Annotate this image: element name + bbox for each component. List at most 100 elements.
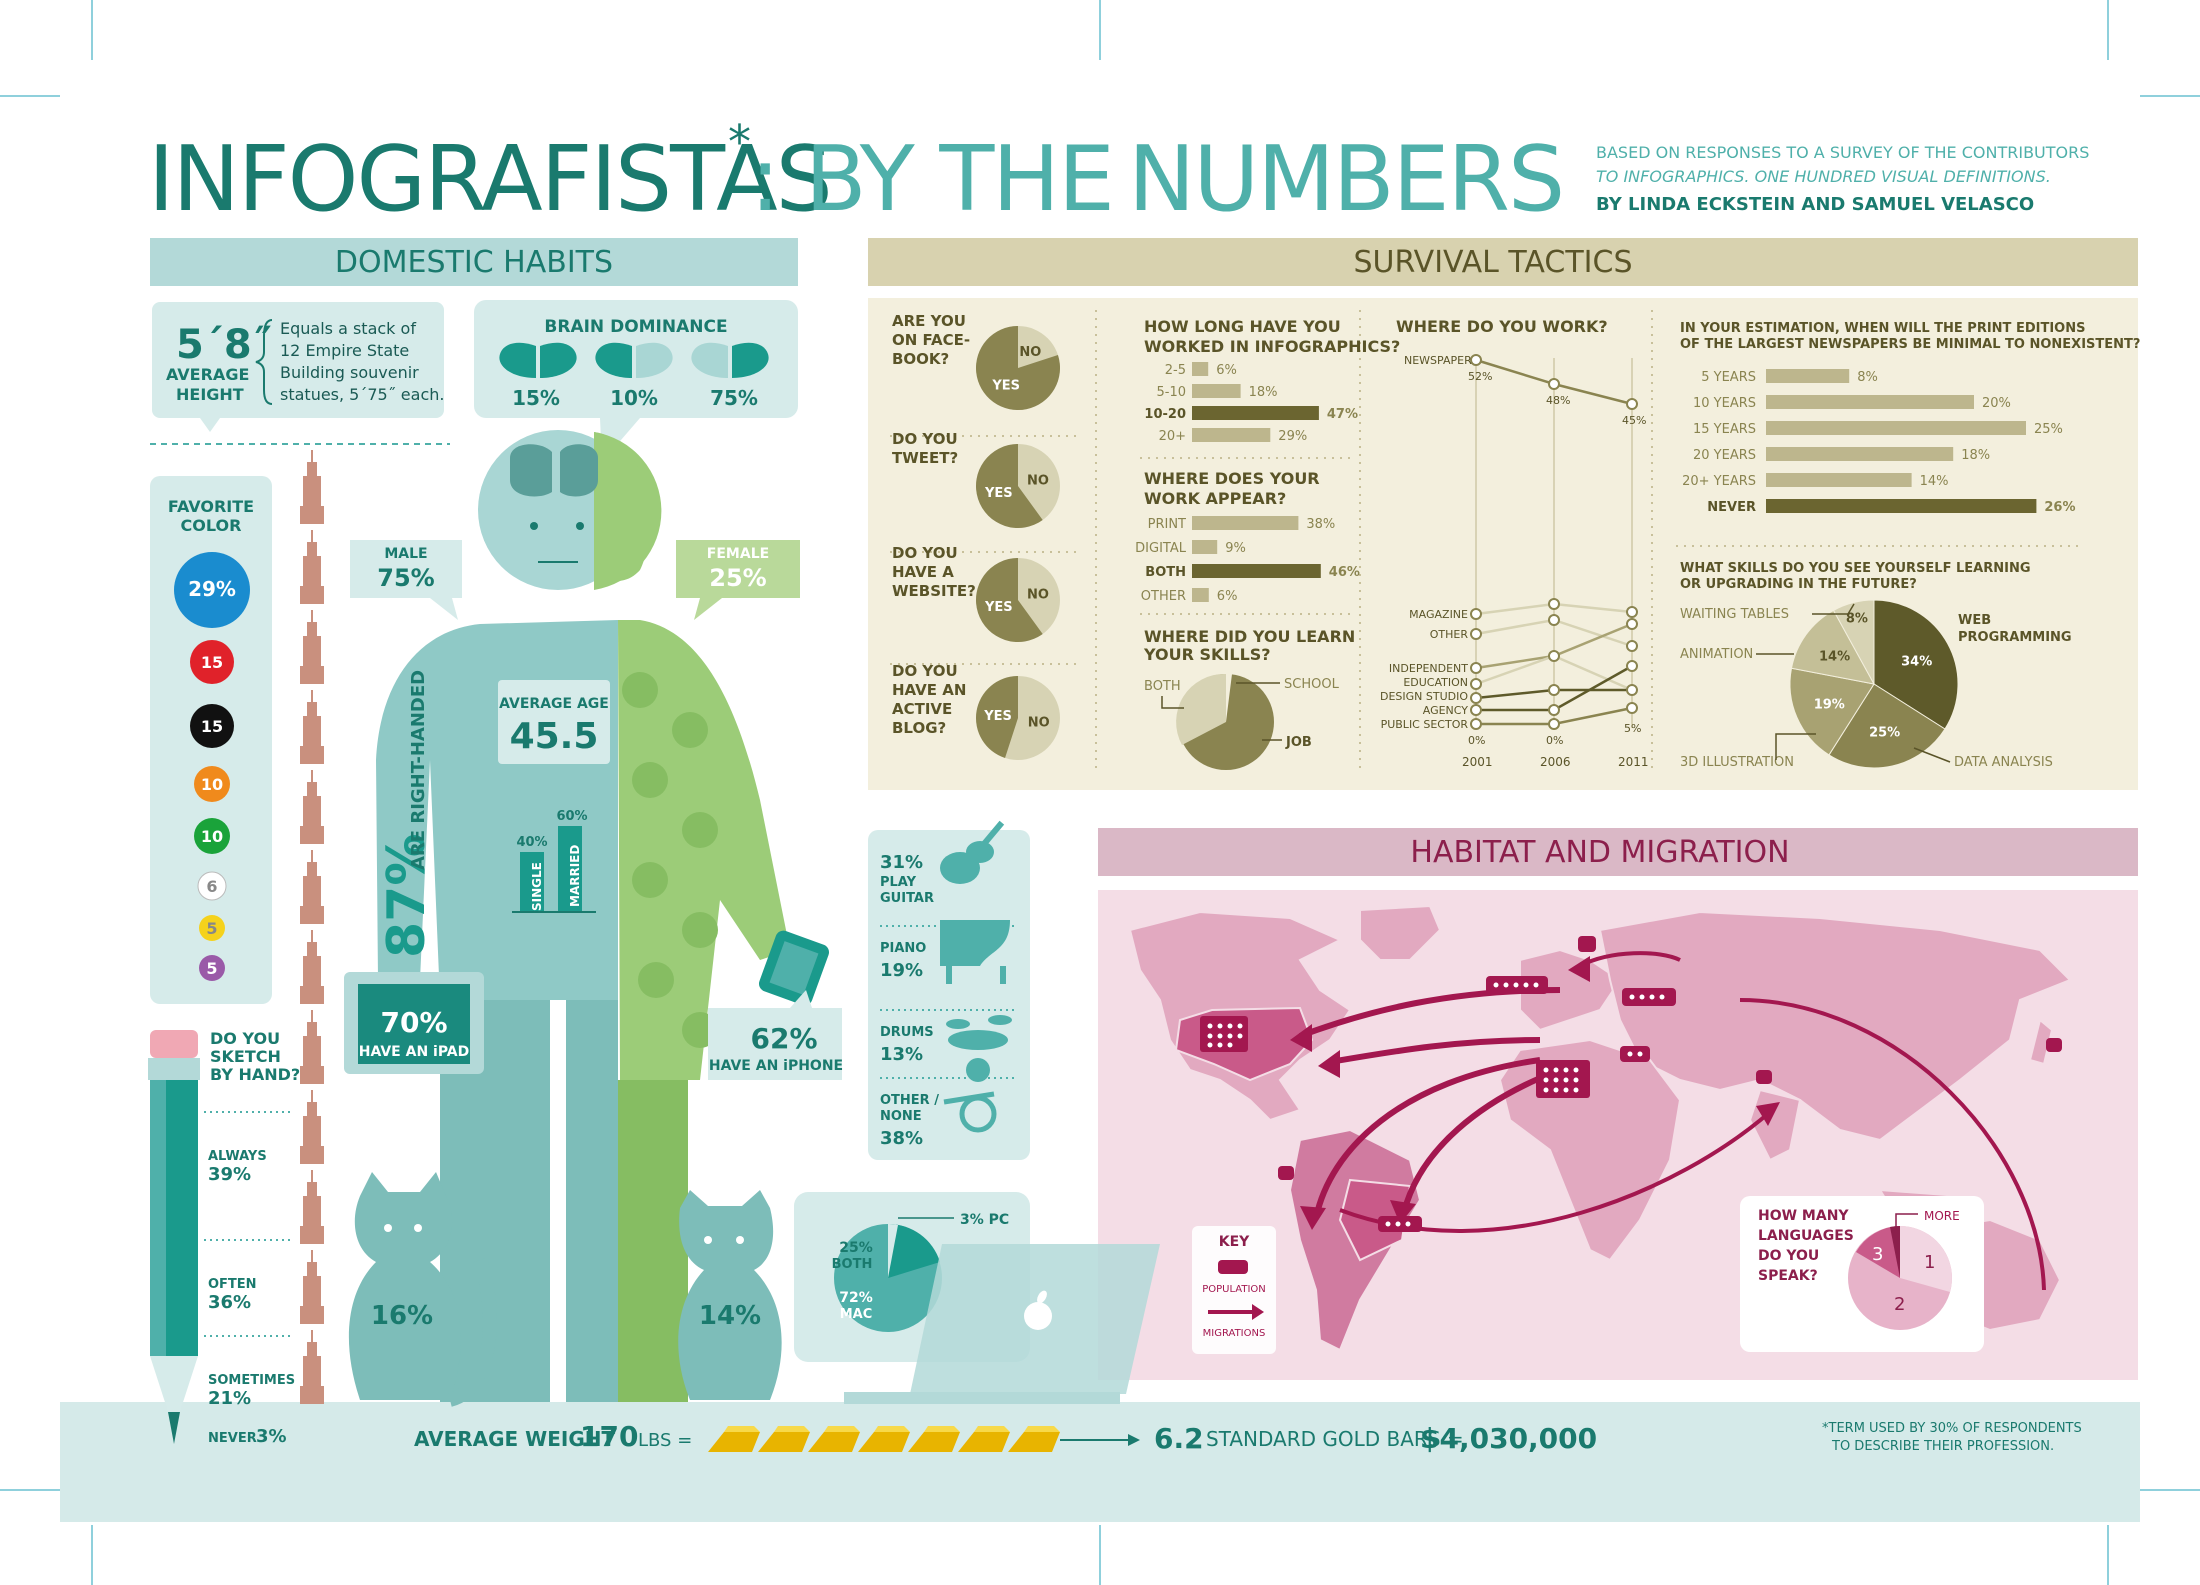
skills-value: 25% [1869,726,1900,741]
height-label-2: HEIGHT [176,385,244,404]
height-label-1: AVERAGE [166,365,249,384]
ipad-label: HAVE AN iPAD [359,1044,470,1060]
brain-value-3: 75% [710,386,758,410]
sketch-label: SOMETIMES [208,1373,295,1388]
color-value: 5 [206,919,217,938]
appear-title-1: WHERE DOES YOUR [1144,469,1320,488]
work-year-2011: 2011 [1618,755,1649,769]
music-label: NONE [880,1109,922,1124]
yesno-question: ACTIVE [892,700,952,718]
work-value-np-2006: 48% [1546,394,1570,407]
yesno-no: NO [1027,474,1049,489]
gold-bar-icon [1008,1426,1060,1452]
music-value: 31% [880,852,923,873]
sketch-value: 36% [208,1292,251,1313]
sketch-value: 39% [208,1164,251,1185]
color-dot [194,818,230,854]
bar [1766,473,1912,487]
fav-title-2: COLOR [181,516,242,535]
yesno-yes: YES [984,600,1013,615]
yesno-pie-yes [976,444,1043,528]
learn-title-1: WHERE DID YOU LEARN [1144,627,1355,646]
sketch-value: 21% [208,1388,251,1409]
languages-q4: SPEAK? [1758,1268,1818,1284]
yesno-question: HAVE A [892,563,954,581]
skills-value: 19% [1814,697,1845,712]
married-label: MARRIED [568,845,582,907]
skills-value: 34% [1901,655,1932,670]
survival-header: SURVIVAL TACTICS [1353,245,1632,280]
yesno-yes: YES [991,378,1020,393]
gold-bar-icon [708,1426,760,1452]
cat-value: 16% [371,1301,433,1331]
bar-value: 14% [1920,474,1949,489]
bar [1766,395,1974,409]
empire-state-icon [300,1330,324,1404]
yesno-question: BLOG? [892,719,946,737]
bar [1192,516,1299,530]
bar-label: 10 YEARS [1693,396,1756,411]
bar-label: 5 YEARS [1701,370,1756,385]
learn-label-both: BOTH [1144,679,1181,694]
brain-value-2: 10% [610,386,658,410]
music-label: GUITAR [880,891,934,906]
work-label-public-sector: PUBLIC SECTOR [1381,718,1469,731]
height-box: 5´8˝ AVERAGE HEIGHT Equals a stack of 12… [152,302,444,432]
habitat-header-bg [1098,828,2138,876]
title-rest: : BY THE [750,127,1113,232]
bar-value: 26% [2044,500,2075,515]
apple-icon [1024,1290,1052,1330]
population-markers [1200,936,2062,1232]
sketch-q1: DO YOU [210,1029,280,1048]
empire-state-icon [300,610,324,684]
key-migrations: MIGRATIONS [1203,1328,1266,1339]
skills-label-web-2: PROGRAMMING [1958,630,2072,645]
yesno-yes: YES [983,709,1012,724]
empire-state-icon [300,1010,324,1084]
color-dot [194,766,230,802]
yesno-question: DO YOU [892,662,958,680]
brain-value-1: 15% [512,386,560,410]
bottom-strip [60,1402,2140,1522]
bar-label: 5-10 [1156,385,1186,400]
laptop-base [844,1392,1120,1404]
female-label: FEMALE [707,546,769,562]
drums-icon [946,1015,1012,1082]
bar-value: 18% [1961,448,1990,463]
skills-title-2: OR UPGRADING IN THE FUTURE? [1680,577,1917,592]
bar-label: NEVER [1707,500,1756,515]
right-handed-value: 87% [377,834,437,958]
yesno-no: NO [1028,715,1050,730]
yesno-yes: YES [984,486,1013,501]
computer-mac-label: MAC [840,1307,873,1322]
appear-title-2: WORK APPEAR? [1144,489,1286,508]
skills-label-web-1: WEB [1958,613,1991,628]
bar-value: 6% [1217,589,1238,604]
iphone-label: HAVE AN iPHONE [709,1058,843,1074]
bar-label: OTHER [1141,589,1186,604]
cat-icon: 16% [348,1172,497,1407]
yesno-pie-yes [976,326,1060,411]
bar-label: 2-5 [1165,363,1186,378]
color-value: 10 [201,775,223,794]
work-value-np-2001: 52% [1468,370,1492,383]
bar [1766,369,1850,383]
music-value: 38% [880,1128,923,1149]
languages-more: MORE [1924,1209,1960,1223]
sketch-q2: SKETCH [210,1047,281,1066]
learn-skills-chart: WHERE DID YOU LEARN YOUR SKILLS? BOTH SC… [1143,627,1355,770]
computer-pc: 3% PC [960,1212,1009,1228]
computer-both-value: 25% [839,1240,873,1256]
computer-mac-value: 72% [839,1290,873,1306]
horn-icon [943,1091,997,1133]
yesno-question: DO YOU [892,544,958,562]
bar [1192,540,1218,554]
gold-bar-icon [958,1426,1010,1452]
skills-label-waiting: WAITING TABLES [1680,607,1789,622]
learn-label-school: SCHOOL [1284,677,1340,692]
learn-label-job: JOB [1285,735,1312,750]
